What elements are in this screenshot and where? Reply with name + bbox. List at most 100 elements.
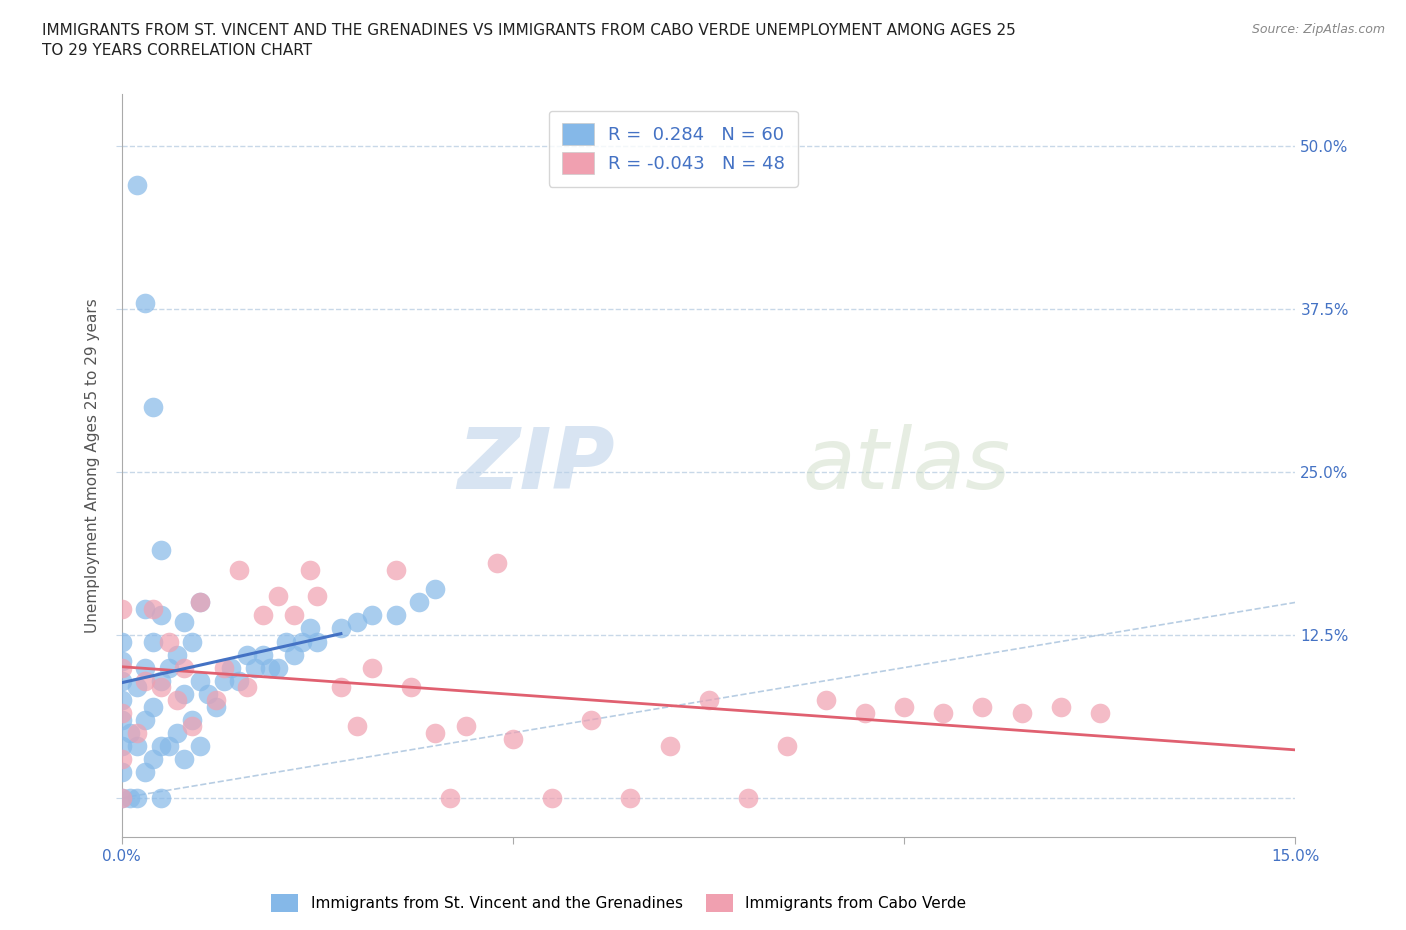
Point [127, 790, 149, 805]
Point [853, 706, 876, 721]
Point [658, 738, 681, 753]
Point [111, 673, 134, 688]
Point [111, 790, 134, 805]
Point [157, 738, 180, 753]
Point [581, 712, 603, 727]
Y-axis label: Unemployment Among Ages 25 to 29 years: Unemployment Among Ages 25 to 29 years [86, 299, 100, 633]
Point [384, 563, 406, 578]
Point [814, 693, 837, 708]
Point [276, 634, 298, 649]
Point [346, 719, 368, 734]
Point [188, 595, 211, 610]
Point [173, 686, 195, 701]
Point [236, 647, 259, 662]
Point [127, 680, 149, 695]
Point [541, 790, 564, 805]
Text: atlas: atlas [803, 424, 1011, 507]
Point [111, 706, 134, 721]
Point [298, 563, 321, 578]
Text: Source: ZipAtlas.com: Source: ZipAtlas.com [1251, 23, 1385, 36]
Point [181, 719, 204, 734]
Point [212, 673, 235, 688]
Point [173, 615, 195, 630]
Point [149, 543, 172, 558]
Point [1049, 699, 1071, 714]
Point [166, 725, 188, 740]
Point [221, 660, 243, 675]
Point [329, 680, 352, 695]
Point [111, 693, 134, 708]
Point [298, 621, 321, 636]
Point [111, 751, 134, 766]
Point [118, 725, 141, 740]
Point [259, 660, 281, 675]
Point [456, 719, 478, 734]
Point [149, 790, 172, 805]
Point [188, 738, 211, 753]
Point [134, 602, 156, 617]
Text: IMMIGRANTS FROM ST. VINCENT AND THE GRENADINES VS IMMIGRANTS FROM CABO VERDE UNE: IMMIGRANTS FROM ST. VINCENT AND THE GREN… [42, 23, 1017, 58]
Point [228, 673, 250, 688]
Point [111, 654, 134, 669]
Point [157, 660, 180, 675]
Point [142, 751, 165, 766]
Point [142, 602, 165, 617]
Point [283, 647, 305, 662]
Point [619, 790, 641, 805]
Point [181, 634, 204, 649]
Point [291, 634, 314, 649]
Point [118, 790, 141, 805]
Point [111, 712, 134, 727]
Point [236, 680, 259, 695]
Point [111, 602, 134, 617]
Point [111, 764, 134, 779]
Point [142, 699, 165, 714]
Point [361, 660, 384, 675]
Point [127, 178, 149, 193]
Point [157, 634, 180, 649]
Point [173, 751, 195, 766]
Point [252, 608, 274, 623]
Point [776, 738, 799, 753]
Point [127, 725, 149, 740]
Point [283, 608, 305, 623]
Point [737, 790, 759, 805]
Point [267, 660, 290, 675]
Point [932, 706, 955, 721]
Point [408, 595, 430, 610]
Point [111, 660, 134, 675]
Point [384, 608, 406, 623]
Point [149, 680, 172, 695]
Point [134, 295, 156, 310]
Point [188, 673, 211, 688]
Point [149, 608, 172, 623]
Point [188, 595, 211, 610]
Point [361, 608, 384, 623]
Point [111, 634, 134, 649]
Point [134, 660, 156, 675]
Point [111, 738, 134, 753]
Point [134, 673, 156, 688]
Point [173, 660, 195, 675]
Point [204, 693, 226, 708]
Point [329, 621, 352, 636]
Point [346, 615, 368, 630]
Legend: Immigrants from St. Vincent and the Grenadines, Immigrants from Cabo Verde: Immigrants from St. Vincent and the Gren… [264, 888, 973, 918]
Point [423, 725, 446, 740]
Point [111, 790, 134, 805]
Point [181, 712, 204, 727]
Point [502, 732, 524, 747]
Point [252, 647, 274, 662]
Point [243, 660, 266, 675]
Point [134, 712, 156, 727]
Point [228, 563, 250, 578]
Point [439, 790, 461, 805]
Point [197, 686, 219, 701]
Point [127, 738, 149, 753]
Point [486, 556, 509, 571]
Point [697, 693, 720, 708]
Point [134, 764, 156, 779]
Point [1011, 706, 1033, 721]
Point [307, 589, 329, 604]
Point [142, 634, 165, 649]
